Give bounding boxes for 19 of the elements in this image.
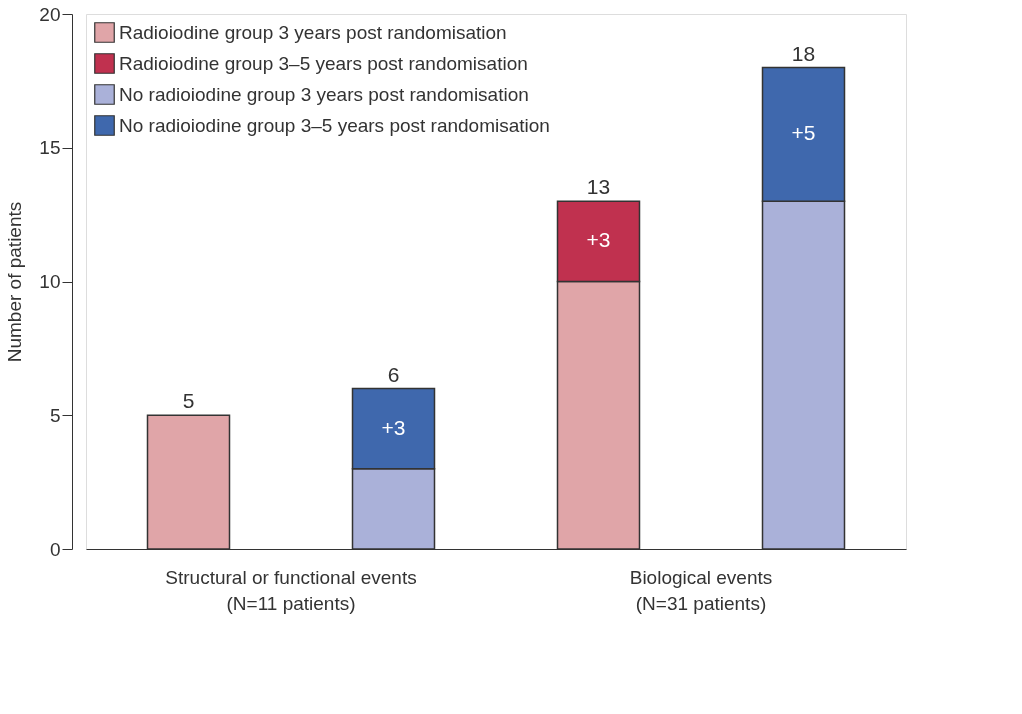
text: Biological events (N=31 patients) [629, 567, 773, 614]
total-label: 18 [791, 41, 816, 65]
data-label: +3 [586, 228, 611, 252]
y-axis-title: Number of patients [4, 201, 26, 363]
legend-label: Radioiodine group 3 years post randomisation [119, 21, 507, 43]
total-label: 5 [182, 389, 195, 413]
legend-label: Radioiodine group 3–5 years post randomisation [119, 52, 528, 74]
y-tick-label: 0 [49, 538, 61, 560]
total-label: 13 [586, 175, 611, 199]
y-tick-label: 5 [49, 404, 61, 426]
legend-label: No radioiodine group 3–5 years post randomisation [119, 114, 550, 136]
data-label: +3 [381, 415, 406, 439]
data-label: +5 [791, 121, 816, 145]
y-tick-label: 20 [39, 3, 61, 25]
legend-label: No radioiodine group 3 years post randomisation [119, 83, 529, 105]
total-label: 6 [387, 362, 400, 386]
text: Structural or functional events (N=11 patients) [165, 567, 417, 614]
y-tick-label: 10 [39, 271, 61, 292]
y-tick-label: 15 [39, 137, 61, 159]
